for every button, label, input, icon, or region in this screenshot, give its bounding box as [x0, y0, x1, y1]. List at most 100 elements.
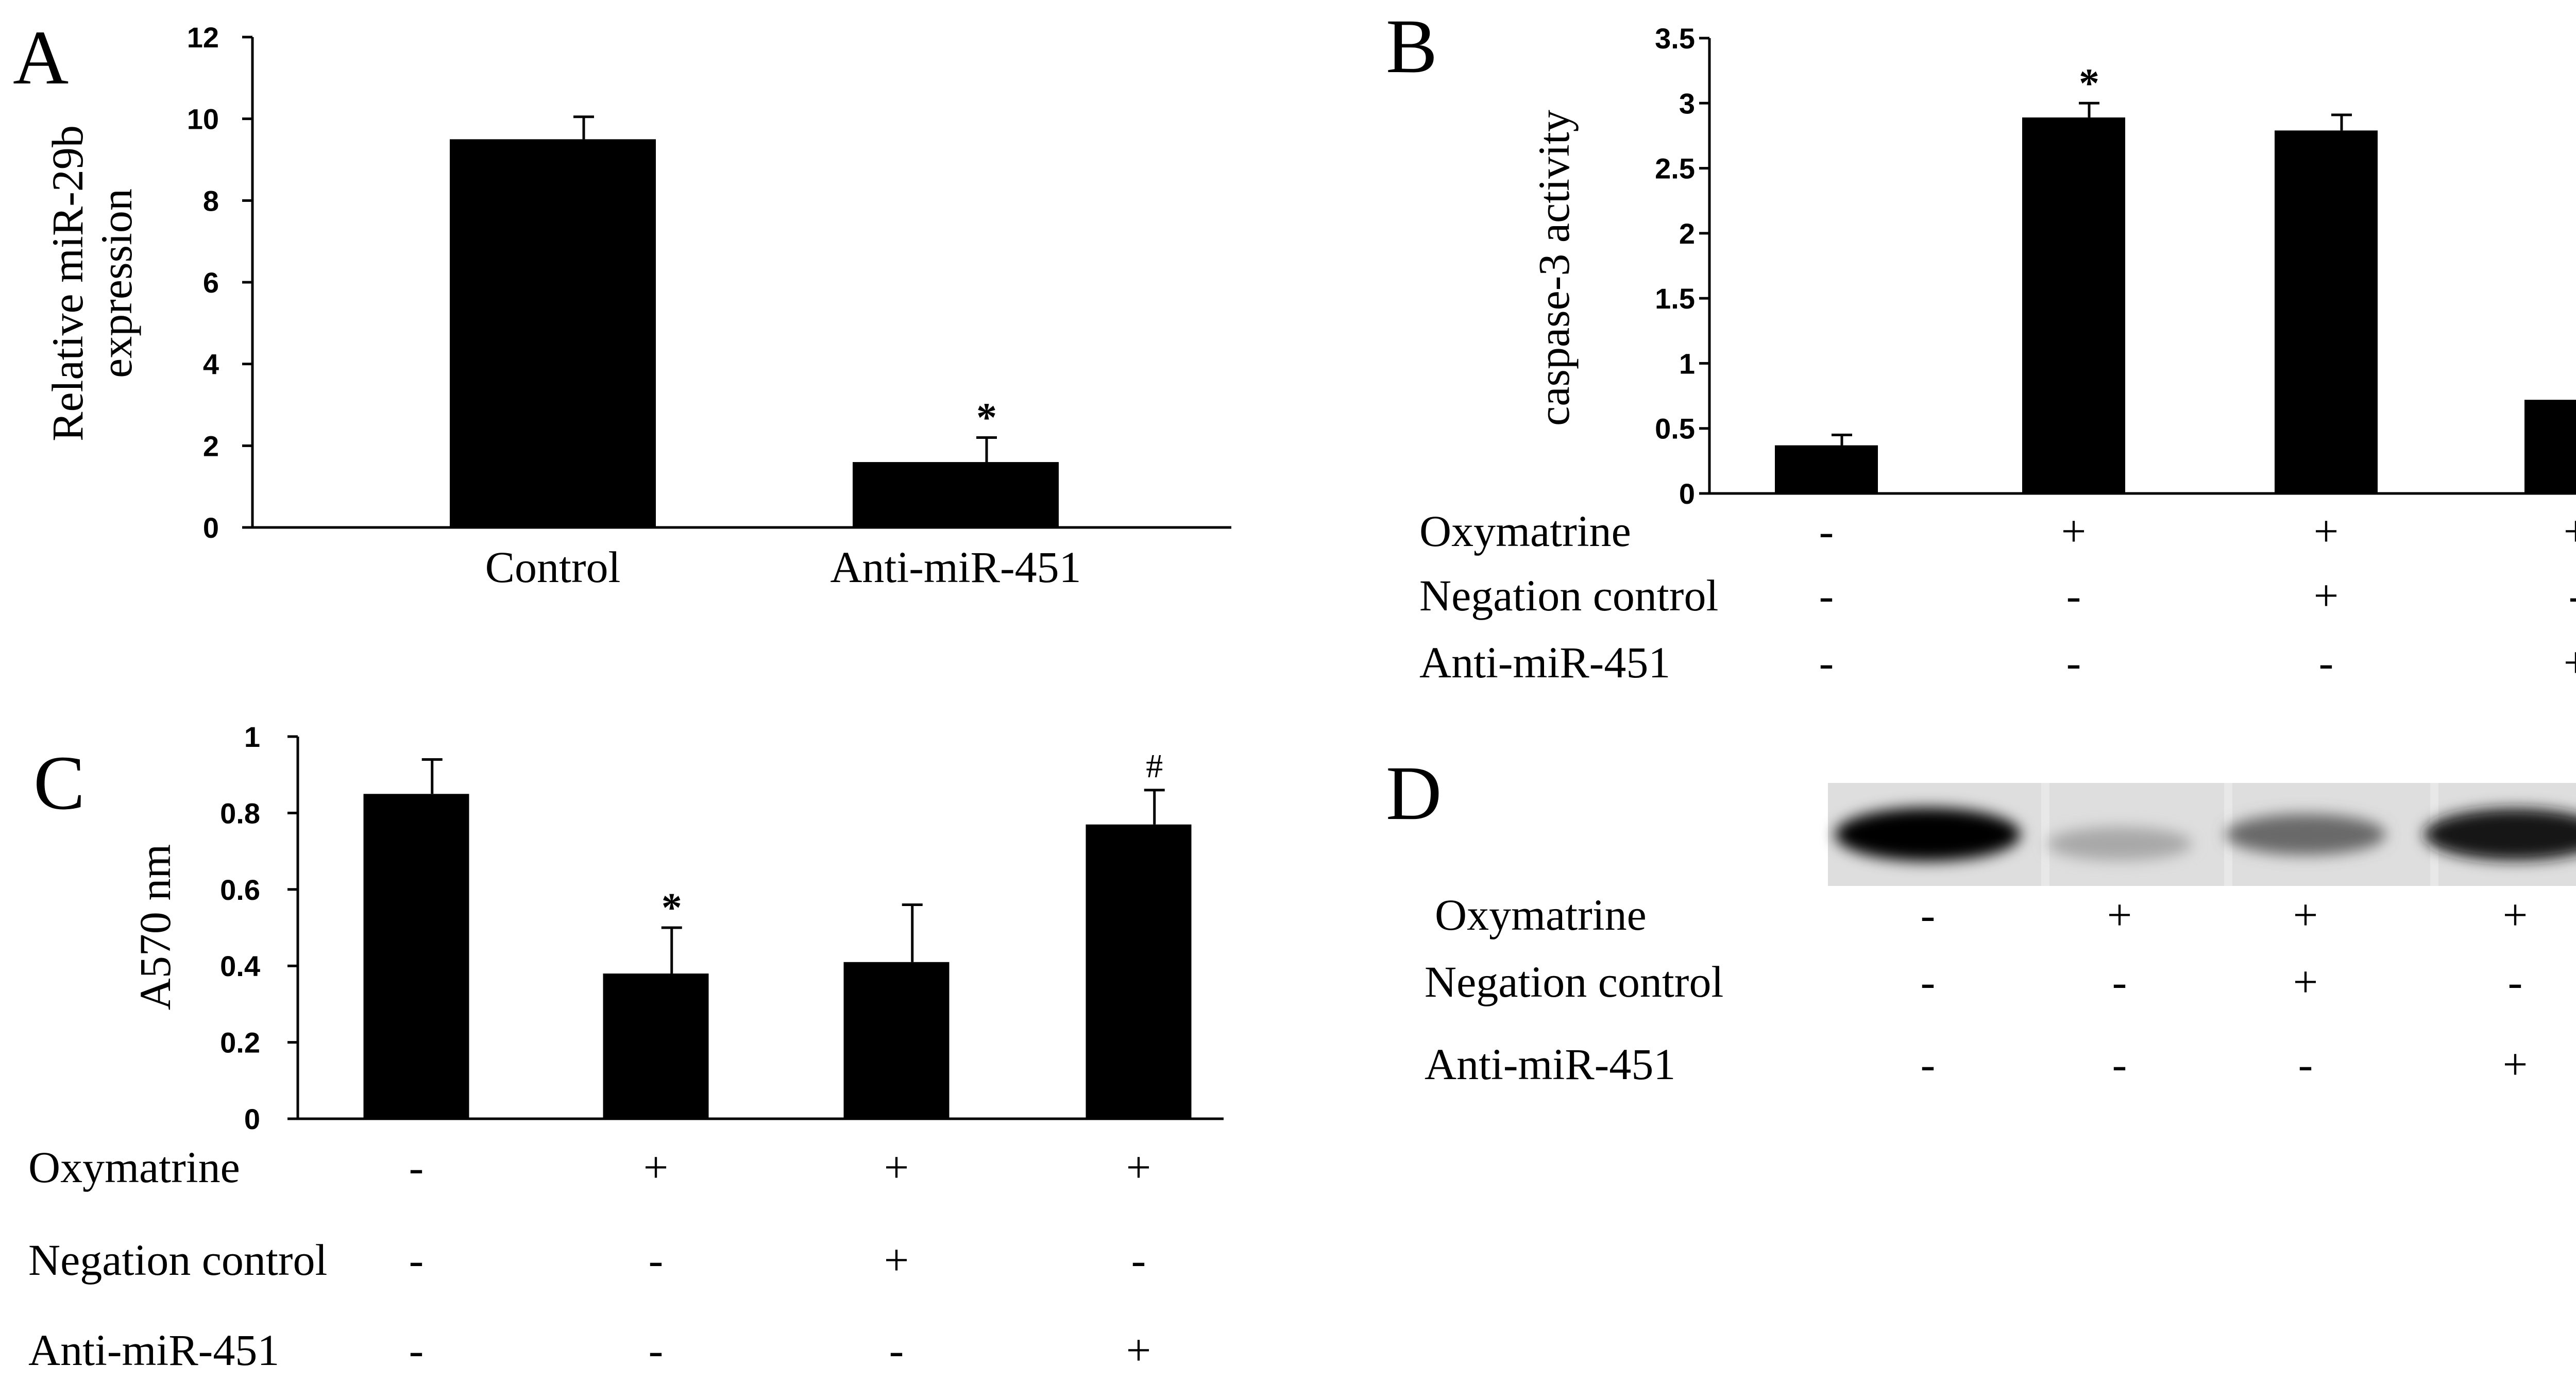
panel-a-y-tick-label: 10: [187, 103, 219, 135]
panel-d-treatment-sign: -: [2112, 957, 2127, 1006]
panel-b-y-axis-label-line: caspase-3 activity: [1529, 110, 1579, 426]
panel-c-treatment-sign: +: [884, 1142, 909, 1192]
panel-a-y-tick-label: 4: [203, 348, 219, 381]
panel-a-y-tick-label: 8: [203, 184, 219, 217]
panel-c-y-tick-label: 1: [244, 721, 260, 753]
panel-c-significance-mark: *: [662, 885, 682, 931]
panel-b-treatment-sign: +: [2564, 638, 2576, 687]
panel-a-y-tick-label: 6: [203, 266, 219, 299]
panel-c-treatment-sign: -: [1131, 1235, 1146, 1285]
panel-b-row-label: Anti-miR-451: [1419, 638, 1670, 687]
panel-d-treatment-sign: -: [2112, 1039, 2127, 1089]
panel-d-treatment-sign: +: [2503, 1039, 2528, 1089]
panel-c-treatment-sign: +: [1126, 1325, 1151, 1375]
panel-a-chart: 0 2 4 6 8 10 12 Relative miR-29bexpression * Cont…: [43, 21, 1231, 592]
panel-b-bar: [1775, 445, 1878, 493]
panel-a-bar: [450, 139, 656, 527]
panel-c-y-tick-label: 0: [244, 1103, 260, 1135]
panel-d-treatment-sign: +: [2503, 890, 2528, 940]
panel-b-treatment-sign: -: [1819, 506, 1834, 556]
panel-b-treatment-sign: +: [2314, 506, 2339, 556]
panel-c-treatment-sign: -: [649, 1235, 664, 1285]
panel-b-bar: [2524, 400, 2576, 493]
panel-b-bar: [2022, 117, 2125, 493]
panel-d-treatment-sign: +: [2293, 957, 2318, 1006]
panel-a-category-label: Control: [485, 542, 621, 592]
panel-a-y-axis-label-line: expression: [92, 189, 141, 378]
panel-b-treatment-sign: -: [2569, 571, 2576, 620]
panel-a-category-label: Anti-miR-451: [830, 542, 1081, 592]
panel-b-treatment-sign: +: [2564, 506, 2576, 556]
panel-d-treatment-sign: -: [2298, 1039, 2313, 1089]
panel-b-row-label: Negation control: [1419, 571, 1718, 620]
blot-band: [1835, 808, 2021, 861]
panel-b-bar: [2275, 130, 2378, 494]
panel-c-treatment-sign: +: [643, 1142, 669, 1192]
panel-c-y-tick-label: 0.2: [220, 1027, 260, 1059]
panel-b-y-tick-label: 1: [1679, 347, 1695, 380]
panel-c-chart: 0 0.2 0.4 0.6 0.8 1 A570 nm * # Oxymatrine - + + + Neg…: [28, 721, 1224, 1375]
panel-c-row-label: Negation control: [28, 1235, 327, 1285]
panel-d-treatment-sign: +: [2293, 890, 2318, 940]
panel-c-bar: [843, 962, 950, 1119]
panel-c-row-label: Anti-miR-451: [28, 1325, 279, 1375]
panel-d-row-label: Anti-miR-451: [1425, 1039, 1675, 1089]
panel-b-treatment-sign: -: [2066, 571, 2081, 620]
panel-c-row-label: Oxymatrine: [28, 1142, 240, 1192]
panel-b-treatment-sign: -: [1819, 571, 1834, 620]
panel-c-treatment-sign: -: [649, 1325, 664, 1375]
panel-a-letter: A: [13, 15, 69, 100]
panel-d-treatment-sign: +: [2107, 890, 2132, 940]
panel-b-row-label: Oxymatrine: [1419, 506, 1631, 556]
panel-d-letter: D: [1386, 750, 1442, 836]
panel-b-treatment-sign: +: [2314, 571, 2339, 620]
blot-band: [2047, 827, 2192, 861]
panel-a-y-axis-label: Relative miR-29bexpression: [43, 125, 141, 441]
panel-c-y-axis-label-line: A570 nm: [130, 844, 180, 1011]
panel-a-y-tick-label: 12: [187, 21, 219, 54]
panel-b-treatment-sign: -: [2319, 638, 2334, 687]
panel-d-row-label: Negation control: [1425, 957, 1723, 1006]
panel-c-treatment-sign: -: [889, 1325, 904, 1375]
blot-band: [2424, 808, 2576, 861]
panel-d-row-label: Oxymatrine: [1435, 890, 1647, 940]
panel-b-y-axis-label: caspase-3 activity: [1529, 110, 1579, 426]
panel-c-letter: C: [33, 740, 85, 826]
panel-a-y-tick-label: 2: [203, 430, 219, 462]
panel-b-y-tick-label: 3: [1679, 87, 1695, 119]
panel-a-y-tick-label: 0: [203, 511, 219, 544]
panel-d-blot: Oxymatrine - + + + Negation control - - + - Anti-m…: [1425, 783, 2576, 1089]
panel-b-treatment-sign: -: [2066, 638, 2081, 687]
panel-a-y-axis-label-line: Relative miR-29b: [43, 125, 92, 441]
panel-c-treatment-sign: -: [409, 1325, 424, 1375]
panel-c-bar: [603, 974, 709, 1119]
panel-c-treatment-sign: +: [1126, 1142, 1151, 1192]
panel-c-significance-mark: #: [1146, 747, 1163, 785]
panel-c-bar: [363, 794, 469, 1119]
panel-b-y-tick-label: 1.5: [1655, 282, 1695, 315]
panel-b-y-tick-label: 0.5: [1655, 413, 1695, 445]
panel-b-significance-mark: *: [2079, 61, 2099, 106]
panel-b-y-tick-label: 0: [1679, 477, 1695, 510]
panel-b-y-tick-label: 3.5: [1655, 22, 1695, 55]
panel-b-y-tick-label: 2.5: [1655, 152, 1695, 185]
panel-b-y-tick-label: 2: [1679, 217, 1695, 250]
panel-c-treatment-sign: +: [884, 1235, 909, 1285]
panel-c-y-tick-label: 0.4: [220, 950, 260, 982]
blot-lane-gap: [2041, 783, 2049, 886]
panel-d-treatment-sign: -: [1921, 890, 1936, 940]
panel-a-bar: [853, 462, 1059, 527]
panel-c-y-tick-label: 0.8: [220, 797, 260, 829]
blot-band: [2225, 814, 2386, 855]
panel-b-letter: B: [1386, 4, 1437, 89]
panel-d-treatment-sign: -: [1921, 957, 1936, 1006]
panel-c-treatment-sign: -: [409, 1142, 424, 1192]
panel-c-y-tick-label: 0.6: [220, 874, 260, 906]
panel-a-significance-mark: *: [976, 395, 997, 440]
panel-b-treatment-sign: +: [2061, 506, 2087, 556]
panel-c-treatment-sign: -: [409, 1235, 424, 1285]
panel-b-treatment-sign: -: [1819, 638, 1834, 687]
panel-c-y-axis-label: A570 nm: [130, 844, 180, 1011]
